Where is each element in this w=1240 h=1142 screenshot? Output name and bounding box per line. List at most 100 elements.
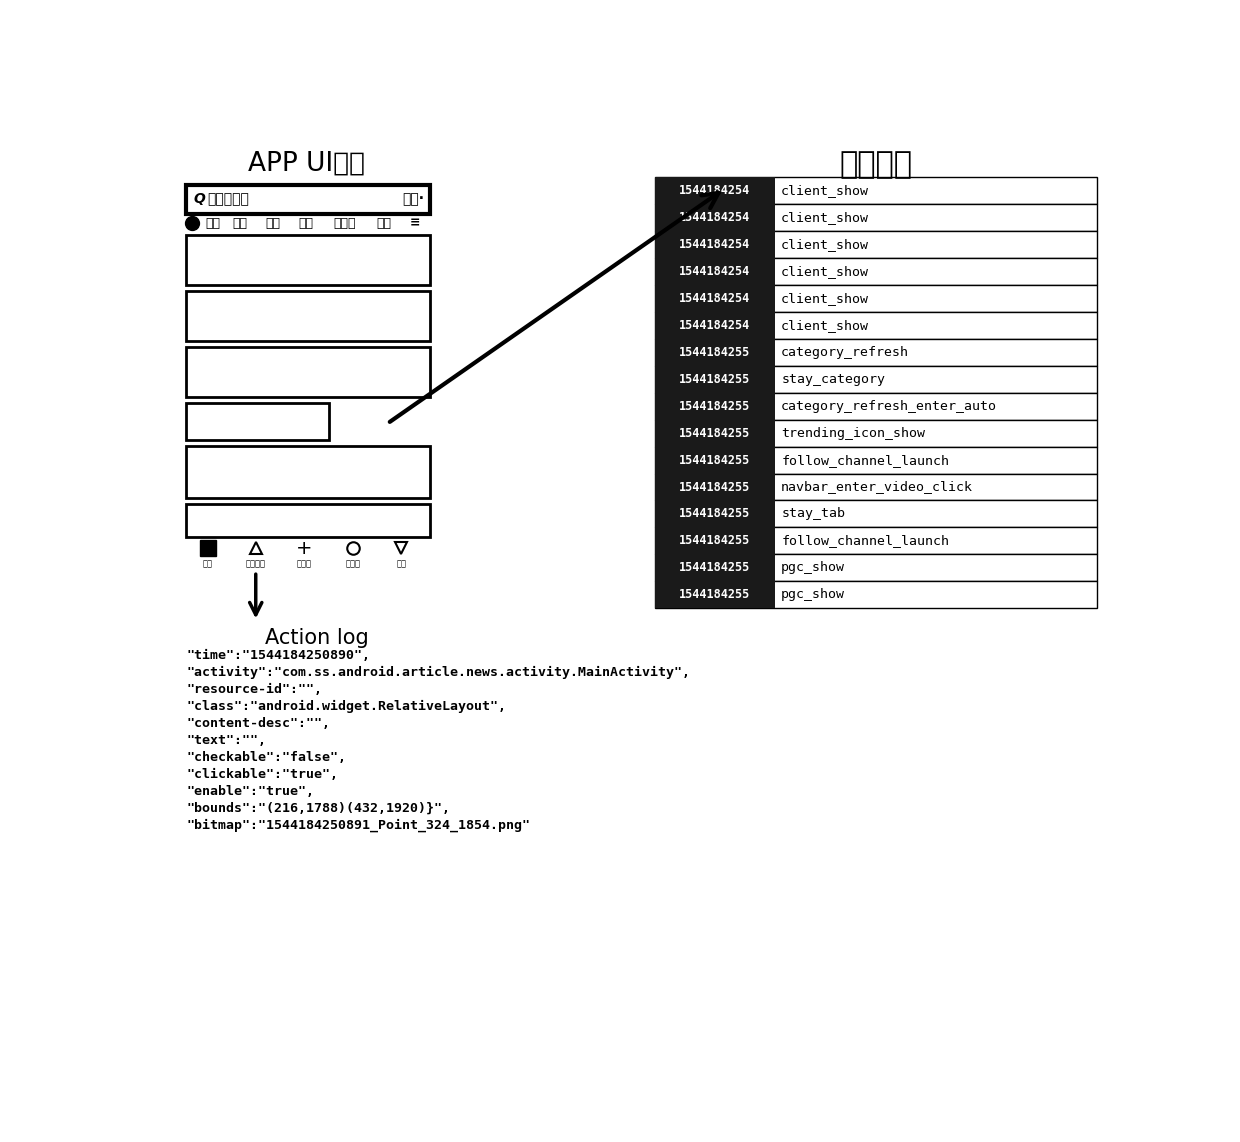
Text: "text":"",: "text":"",	[186, 734, 267, 747]
Text: "bitmap":"1544184250891_Point_324_1854.png": "bitmap":"1544184250891_Point_324_1854.p…	[186, 819, 529, 831]
Text: 1544184255: 1544184255	[680, 507, 750, 521]
Bar	[655, 284, 1096, 312]
Text: 我的: 我的	[397, 560, 407, 569]
Text: pgc_show: pgc_show	[781, 588, 846, 602]
Text: trending_icon_show: trending_icon_show	[781, 427, 925, 440]
Bar	[655, 447, 775, 474]
Text: category_refresh: category_refresh	[781, 346, 909, 359]
Text: 1544184255: 1544184255	[680, 372, 750, 386]
Text: 1544184255: 1544184255	[680, 481, 750, 493]
Bar	[186, 403, 330, 440]
Text: stay_tab: stay_tab	[781, 507, 846, 521]
Bar	[655, 365, 1096, 393]
Bar	[186, 185, 430, 214]
Bar	[655, 447, 1096, 474]
Text: 1544184255: 1544184255	[680, 427, 750, 440]
Text: 电影: 电影	[299, 217, 314, 230]
Bar	[655, 554, 1096, 581]
Text: 搜你想搜的: 搜你想搜的	[207, 192, 249, 207]
Bar	[655, 312, 775, 339]
Bar	[655, 528, 1096, 554]
Bar	[186, 235, 430, 284]
Text: 1544184254: 1544184254	[680, 238, 750, 251]
Text: 热点: 热点	[265, 217, 280, 230]
Text: 视频频道: 视频频道	[246, 560, 265, 569]
Text: Q: Q	[193, 192, 206, 207]
Text: client_show: client_show	[781, 292, 869, 305]
Bar	[655, 393, 1096, 419]
Bar	[655, 365, 775, 393]
Text: 关注: 关注	[206, 217, 221, 230]
Bar	[655, 339, 775, 365]
Bar	[655, 339, 1096, 365]
Text: ≡: ≡	[409, 217, 420, 230]
Text: 推荐: 推荐	[233, 217, 248, 230]
Text: 1544184255: 1544184255	[680, 453, 750, 467]
Bar	[655, 177, 775, 204]
Bar	[655, 231, 775, 258]
Bar	[655, 528, 775, 554]
Text: client_show: client_show	[781, 265, 869, 278]
Text: "clickable":"true",: "clickable":"true",	[186, 767, 339, 781]
Text: 热搜·: 热搜·	[402, 192, 424, 207]
Text: 小视频: 小视频	[345, 560, 360, 569]
Text: 1544184254: 1544184254	[680, 265, 750, 278]
Text: 1544184255: 1544184255	[680, 588, 750, 602]
Bar	[655, 500, 1096, 528]
Text: "enable":"true",: "enable":"true",	[186, 785, 314, 797]
Bar	[186, 347, 430, 397]
Bar	[186, 291, 430, 341]
Bar	[655, 258, 775, 284]
Text: APP UI界面: APP UI界面	[248, 150, 365, 176]
Text: pgc_show: pgc_show	[781, 562, 846, 574]
Text: "time":"1544184250890",: "time":"1544184250890",	[186, 649, 370, 662]
Bar	[655, 204, 1096, 231]
Text: "checkable":"false",: "checkable":"false",	[186, 750, 346, 764]
Text: navbar_enter_video_click: navbar_enter_video_click	[781, 481, 973, 493]
Text: client_show: client_show	[781, 319, 869, 332]
Bar	[655, 419, 775, 447]
Text: client_show: client_show	[781, 184, 869, 198]
Bar	[655, 177, 1096, 204]
Text: "resource-id":"",: "resource-id":"",	[186, 683, 322, 695]
Bar	[655, 231, 1096, 258]
Text: 上报埋点: 上报埋点	[839, 150, 913, 179]
Text: 1544184254: 1544184254	[680, 184, 750, 198]
Bar	[186, 445, 430, 498]
Bar	[655, 474, 1096, 500]
Bar	[655, 419, 1096, 447]
Bar	[655, 554, 775, 581]
Bar	[655, 581, 775, 609]
Text: 1544184254: 1544184254	[680, 319, 750, 332]
Bar	[655, 474, 775, 500]
Text: Action log: Action log	[265, 628, 368, 648]
Text: 1544184254: 1544184254	[680, 292, 750, 305]
Text: "class":"android.widget.RelativeLayout",: "class":"android.widget.RelativeLayout",	[186, 700, 506, 713]
Text: 1544184255: 1544184255	[680, 534, 750, 547]
Text: +: +	[295, 539, 312, 557]
Bar	[655, 393, 775, 419]
Text: 1544184255: 1544184255	[680, 400, 750, 412]
Text: 1544184255: 1544184255	[680, 346, 750, 359]
Text: 1544184255: 1544184255	[680, 562, 750, 574]
Bar	[655, 581, 1096, 609]
Text: "activity":"com.ss.android.article.news.activity.MainActivity",: "activity":"com.ss.android.article.news.…	[186, 666, 689, 679]
Text: client_show: client_show	[781, 238, 869, 251]
Text: category_refresh_enter_auto: category_refresh_enter_auto	[781, 400, 997, 412]
Text: follow_channel_launch: follow_channel_launch	[781, 453, 949, 467]
Text: 首页: 首页	[202, 560, 213, 569]
Bar	[655, 204, 775, 231]
Bar	[655, 258, 1096, 284]
Bar	[655, 500, 775, 528]
Text: "content-desc":"",: "content-desc":"",	[186, 717, 330, 730]
Text: follow_channel_launch: follow_channel_launch	[781, 534, 949, 547]
Text: 图文: 图文	[376, 217, 391, 230]
Text: 1544184254: 1544184254	[680, 211, 750, 224]
Bar	[186, 505, 430, 537]
Text: client_show: client_show	[781, 211, 869, 224]
Bar	[655, 312, 1096, 339]
Text: 发长条: 发长条	[296, 560, 311, 569]
Text: "bounds":"(216,1788)(432,1920)}",: "bounds":"(216,1788)(432,1920)}",	[186, 802, 450, 814]
Text: 新时代: 新时代	[334, 217, 356, 230]
Bar	[655, 284, 775, 312]
